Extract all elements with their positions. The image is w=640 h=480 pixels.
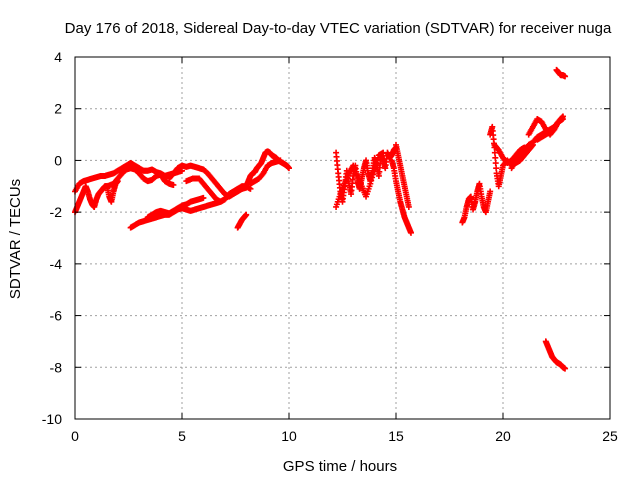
- data-points: [72, 66, 569, 372]
- y-axis-label: SDTVAR / TECUs: [7, 179, 24, 299]
- x-axis-label: GPS time / hours: [283, 458, 397, 475]
- data-point: [407, 229, 414, 236]
- data-point: [380, 149, 387, 156]
- data-point: [179, 167, 185, 174]
- x-tick-label: 10: [281, 428, 297, 444]
- axis-ticks: [74, 56, 611, 420]
- data-point: [562, 365, 569, 372]
- data-point: [487, 188, 494, 195]
- plot-frame: [74, 56, 611, 420]
- y-tick-label: -2: [50, 204, 63, 220]
- data-point: [369, 174, 376, 181]
- y-tick-label: 2: [54, 101, 62, 117]
- series-arc-i: [243, 148, 292, 190]
- y-tick-label: -4: [50, 256, 63, 272]
- y-tick-labels: -10 -8 -6 -4 -2 0 2 4: [42, 49, 62, 427]
- data-point: [492, 160, 499, 167]
- x-tick-label: 0: [71, 428, 79, 444]
- y-tick-label: 4: [54, 49, 62, 65]
- series-arc-v: [542, 338, 569, 372]
- series-arc-c: [104, 165, 177, 190]
- data-point: [277, 157, 284, 164]
- y-tick-label: -6: [50, 308, 63, 324]
- x-tick-label: 20: [495, 428, 511, 444]
- series-arc-m: [388, 157, 414, 236]
- data-point: [367, 180, 374, 187]
- data-point: [492, 154, 499, 161]
- series-arc-h: [234, 211, 250, 231]
- y-tick-label: 0: [54, 152, 62, 168]
- series-arc-f: [127, 184, 250, 231]
- data-point: [405, 203, 412, 210]
- data-point: [243, 211, 250, 218]
- chart-title: Day 176 of 2018, Sidereal Day-to-day VTE…: [65, 20, 612, 37]
- data-point: [491, 149, 498, 156]
- data-point: [493, 165, 500, 172]
- series-arc-g: [144, 194, 207, 221]
- series-arc-l: [333, 149, 387, 210]
- y-tick-label: -8: [50, 359, 63, 375]
- x-tick-label: 15: [388, 428, 404, 444]
- data-point: [370, 168, 377, 175]
- data-point: [562, 73, 569, 80]
- x-tick-label: 25: [602, 428, 618, 444]
- data-point: [170, 181, 177, 188]
- data-point: [369, 171, 376, 178]
- y-tick-label: -10: [42, 411, 62, 427]
- x-tick-labels: 0 5 10 15 20 25: [71, 428, 618, 444]
- series-arc-o: [459, 180, 494, 226]
- series-arc-u: [553, 66, 569, 80]
- series-arc-n: [393, 141, 412, 210]
- data-point: [200, 194, 207, 201]
- data-point: [368, 177, 375, 184]
- data-point: [286, 165, 292, 172]
- series-arc-d: [166, 162, 250, 200]
- data-point: [559, 116, 566, 123]
- series-arc-j: [247, 157, 284, 187]
- series-arc-t: [534, 116, 566, 143]
- data-point: [247, 185, 254, 192]
- x-tick-label: 5: [178, 428, 186, 444]
